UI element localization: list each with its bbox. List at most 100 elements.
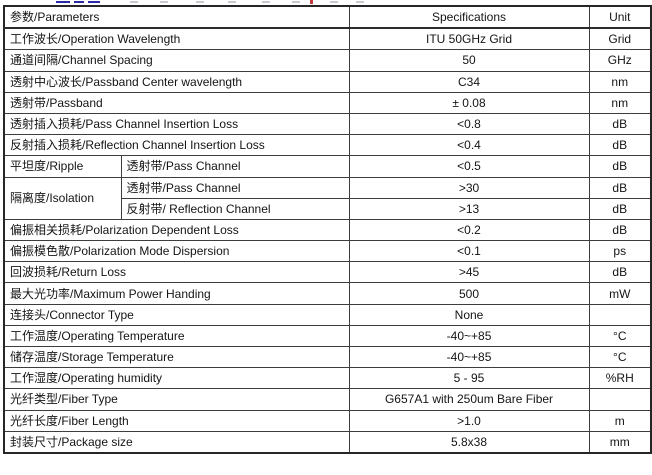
unit-cell xyxy=(588,388,652,411)
table-row: 储存温度/Storage Temperature -40~+85 °C xyxy=(3,345,652,369)
header-specifications: Specifications xyxy=(348,5,590,30)
table-row: 工作波长/Operation Wavelength ITU 50GHz Grid… xyxy=(3,27,652,51)
unit-cell: dB xyxy=(588,197,652,220)
spec-cell: <0.1 xyxy=(348,240,590,263)
clipped-heading-text-fragment xyxy=(228,1,236,3)
clipped-heading-text-fragment xyxy=(330,1,338,3)
clipped-heading-text-fragment xyxy=(196,1,204,3)
header-parameters: 参数/Parameters xyxy=(3,5,350,30)
param-cell: 光纤长度/Fiber Length xyxy=(3,409,350,432)
table-row: 工作温度/Operating Temperature -40~+85 °C xyxy=(3,324,652,348)
param-cell: 储存温度/Storage Temperature xyxy=(3,345,350,369)
table-row-ripple: 平坦度/Ripple 透射带/Pass Channel <0.5 dB xyxy=(3,155,652,178)
spec-cell: >45 xyxy=(348,261,590,284)
table-row: 透射插入损耗/Pass Channel Insertion Loss <0.8 … xyxy=(3,112,652,136)
spec-cell: None xyxy=(348,303,590,326)
table-row: 透射带/Passband ± 0.08 nm xyxy=(3,91,652,114)
clipped-heading-text-fragment xyxy=(356,1,364,3)
clipped-heading-underline-fragment xyxy=(88,1,100,3)
table-row: 偏振相关损耗/Polarization Dependent Loss <0.2 … xyxy=(3,218,652,242)
specifications-table: 参数/Parameters Specifications Unit 工作波长/O… xyxy=(3,5,652,454)
spec-cell: <0.8 xyxy=(348,112,590,136)
param-cell: 工作温度/Operating Temperature xyxy=(3,324,350,348)
param-cell: 通道间隔/Channel Spacing xyxy=(3,49,350,72)
param-cell: 工作湿度/Operating humidity xyxy=(3,367,350,390)
spec-cell: G657A1 with 250um Bare Fiber xyxy=(348,388,590,411)
unit-cell: Grid xyxy=(588,27,652,51)
param-cell: 偏振模色散/Polarization Mode Dispersion xyxy=(3,240,350,263)
param-cell: 透射中心波长/Passband Center wavelength xyxy=(3,70,350,93)
spec-cell: 5 - 95 xyxy=(348,367,590,390)
unit-cell: %RH xyxy=(588,367,652,390)
unit-cell: °C xyxy=(588,345,652,369)
spec-cell: 50 xyxy=(348,49,590,72)
table-row: 透射中心波长/Passband Center wavelength C34 nm xyxy=(3,70,652,93)
table-row: 反射插入损耗/Reflection Channel Insertion Loss… xyxy=(3,134,652,157)
unit-cell: mW xyxy=(588,282,652,305)
spec-cell: <0.5 xyxy=(348,155,590,178)
table-row: 通道间隔/Channel Spacing 50 GHz xyxy=(3,49,652,72)
table-row: 光纤类型/Fiber Type G657A1 with 250um Bare F… xyxy=(3,388,652,411)
unit-cell: dB xyxy=(588,155,652,178)
spec-cell: -40~+85 xyxy=(348,345,590,369)
param-cell: 封装尺寸/Package size xyxy=(3,430,350,454)
table-row: 封装尺寸/Package size 5.8x38 mm xyxy=(3,430,652,454)
subparam-cell: 透射带/Pass Channel xyxy=(120,176,350,199)
spec-cell: >30 xyxy=(348,176,590,199)
clipped-heading-text-fragment xyxy=(130,1,138,3)
spec-cell: ITU 50GHz Grid xyxy=(348,27,590,51)
spec-cell: >1.0 xyxy=(348,409,590,432)
spec-cell: -40~+85 xyxy=(348,324,590,348)
clipped-heading-underline-fragment xyxy=(56,1,70,3)
unit-cell: m xyxy=(588,409,652,432)
param-cell: 偏振相关损耗/Polarization Dependent Loss xyxy=(3,218,350,242)
unit-cell: dB xyxy=(588,112,652,136)
spec-cell: >13 xyxy=(348,197,590,220)
spec-cell: C34 xyxy=(348,70,590,93)
table-row: 工作湿度/Operating humidity 5 - 95 %RH xyxy=(3,367,652,390)
clipped-heading-underline-fragment xyxy=(74,1,84,3)
header-unit: Unit xyxy=(588,5,652,30)
table-row: 偏振模色散/Polarization Mode Dispersion <0.1 … xyxy=(3,240,652,263)
table-row-isolation-pass: 隔离度/Isolation 透射带/Pass Channel >30 dB xyxy=(3,176,652,220)
spec-cell: 500 xyxy=(348,282,590,305)
clipped-page-heading xyxy=(0,0,652,4)
group-cell: 隔离度/Isolation xyxy=(3,176,122,220)
table-row: 回波损耗/Return Loss >45 dB xyxy=(3,261,652,284)
clipped-heading-cursor-fragment xyxy=(310,0,313,4)
param-cell: 回波损耗/Return Loss xyxy=(3,261,350,284)
table-row: 连接头/Connector Type None xyxy=(3,303,652,326)
unit-cell: GHz xyxy=(588,49,652,72)
param-cell: 连接头/Connector Type xyxy=(3,303,350,326)
group-cell: 平坦度/Ripple xyxy=(3,155,122,178)
subparam-cell: 反射带/ Reflection Channel xyxy=(120,197,350,220)
unit-cell: nm xyxy=(588,91,652,114)
table-row: 最大光功率/Maximum Power Handing 500 mW xyxy=(3,282,652,305)
unit-cell: nm xyxy=(588,70,652,93)
table-row: 光纤长度/Fiber Length >1.0 m xyxy=(3,409,652,432)
unit-cell: mm xyxy=(588,430,652,454)
unit-cell: °C xyxy=(588,324,652,348)
table-header-row: 参数/Parameters Specifications Unit xyxy=(3,5,652,30)
clipped-heading-text-fragment xyxy=(262,1,270,3)
spec-cell: <0.2 xyxy=(348,218,590,242)
param-cell: 反射插入损耗/Reflection Channel Insertion Loss xyxy=(3,134,350,157)
param-cell: 透射带/Passband xyxy=(3,91,350,114)
spec-cell: ± 0.08 xyxy=(348,91,590,114)
unit-cell: dB xyxy=(588,134,652,157)
param-cell: 工作波长/Operation Wavelength xyxy=(3,27,350,51)
unit-cell: dB xyxy=(588,176,652,199)
spec-cell: <0.4 xyxy=(348,134,590,157)
unit-cell: dB xyxy=(588,261,652,284)
clipped-heading-text-fragment xyxy=(292,1,300,3)
subparam-cell: 透射带/Pass Channel xyxy=(120,155,350,178)
param-cell: 最大光功率/Maximum Power Handing xyxy=(3,282,350,305)
param-cell: 光纤类型/Fiber Type xyxy=(3,388,350,411)
unit-cell: dB xyxy=(588,218,652,242)
unit-cell xyxy=(588,303,652,326)
unit-cell: ps xyxy=(588,240,652,263)
spec-cell: 5.8x38 xyxy=(348,430,590,454)
param-cell: 透射插入损耗/Pass Channel Insertion Loss xyxy=(3,112,350,136)
clipped-heading-text-fragment xyxy=(160,1,168,3)
